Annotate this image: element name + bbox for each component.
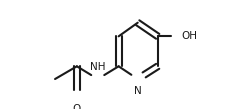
Text: N: N	[133, 86, 141, 96]
Text: NH: NH	[90, 62, 105, 72]
Text: O: O	[72, 104, 81, 109]
Text: OH: OH	[180, 31, 196, 41]
